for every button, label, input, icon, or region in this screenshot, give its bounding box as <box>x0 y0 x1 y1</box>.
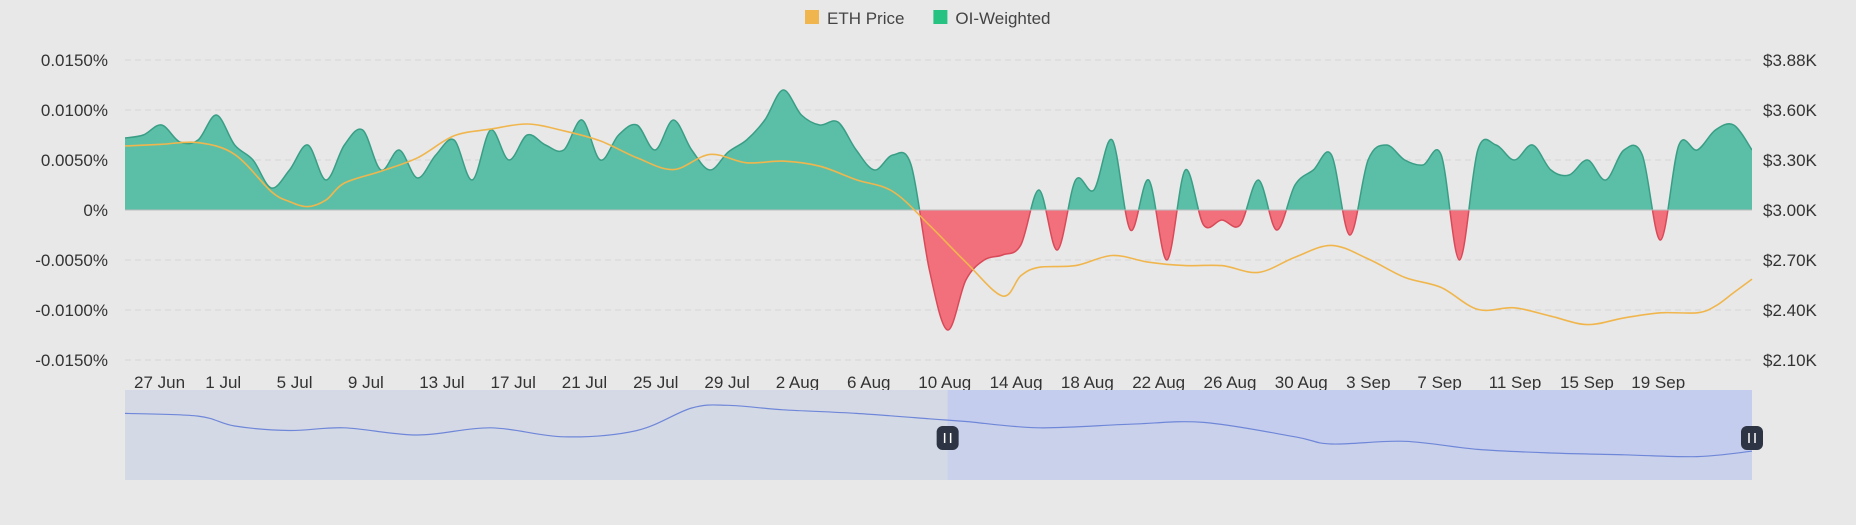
x-tick-label: 29 Jul <box>704 373 749 392</box>
x-tick-label: 6 Aug <box>847 373 891 392</box>
negative-area-line <box>918 210 1669 331</box>
range-navigator[interactable] <box>124 390 1763 480</box>
navigator-selected-range[interactable] <box>947 390 1752 480</box>
x-tick-label: 19 Sep <box>1631 373 1685 392</box>
oi-weighted-area <box>125 89 1752 331</box>
x-tick-label: 10 Aug <box>918 373 971 392</box>
y-right-tick-label: $2.10K <box>1763 351 1818 370</box>
y-right-tick-label: $3.88K <box>1763 51 1818 70</box>
y-left-tick-label: 0.0150% <box>41 51 108 70</box>
x-tick-label: 14 Aug <box>990 373 1043 392</box>
y-left-tick-label: -0.0150% <box>35 351 108 370</box>
x-axis: 27 Jun 1 Jul 5 Jul 9 Jul 13 Jul 17 Jul 21 Jul 2… <box>134 373 1685 392</box>
handle-body[interactable] <box>1741 426 1763 450</box>
y-left-tick-label: -0.0100% <box>35 301 108 320</box>
eth-price-line <box>124 123 1753 326</box>
y-left-tick-label: -0.0050% <box>35 251 108 270</box>
x-tick-label: 13 Jul <box>419 373 464 392</box>
y-right-tick-label: $2.70K <box>1763 251 1818 270</box>
x-tick-label: 15 Sep <box>1560 373 1614 392</box>
y-right-tick-label: $3.60K <box>1763 101 1818 120</box>
navigator-line <box>124 404 1753 458</box>
x-tick-label: 5 Jul <box>277 373 313 392</box>
x-tick-label: 21 Jul <box>562 373 607 392</box>
positive-area-fill <box>125 89 1752 210</box>
y-left-tick-label: 0.0100% <box>41 101 108 120</box>
positive-area-line <box>125 89 1752 210</box>
x-tick-label: 25 Jul <box>633 373 678 392</box>
handle-body[interactable] <box>936 426 959 450</box>
x-tick-label: 2 Aug <box>776 373 820 392</box>
x-tick-label: 27 Jun <box>134 373 185 392</box>
x-tick-label: 30 Aug <box>1275 373 1328 392</box>
x-tick-label: 22 Aug <box>1132 373 1185 392</box>
legend[interactable]: ETH Price OI-Weighted <box>805 9 1051 28</box>
x-tick-label: 17 Jul <box>491 373 536 392</box>
navigator-handle-right[interactable] <box>1741 426 1763 450</box>
x-tick-label: 7 Sep <box>1417 373 1461 392</box>
legend-label-1[interactable]: OI-Weighted <box>955 9 1050 28</box>
y-right-tick-label: $3.00K <box>1763 201 1818 220</box>
y-left-tick-label: 0% <box>83 201 108 220</box>
y-right-tick-label: $3.30K <box>1763 151 1818 170</box>
legend-swatch-0[interactable] <box>805 10 819 24</box>
negative-area-fill <box>125 210 1752 331</box>
navigator-handle-left[interactable] <box>936 426 959 450</box>
y-axis-right: $3.88K $3.60K $3.30K $3.00K $2.70K $2.40K $2.1… <box>1763 51 1818 370</box>
legend-label-0[interactable]: ETH Price <box>827 9 904 28</box>
x-tick-label: 18 Aug <box>1061 373 1114 392</box>
x-tick-label: 1 Jul <box>205 373 241 392</box>
y-axis-left: 0.0150% 0.0100% 0.0050% 0% -0.0050% -0.0100% -… <box>35 51 108 370</box>
x-tick-label: 26 Aug <box>1204 373 1257 392</box>
x-tick-label: 9 Jul <box>348 373 384 392</box>
x-tick-label: 3 Sep <box>1346 373 1390 392</box>
y-right-tick-label: $2.40K <box>1763 301 1818 320</box>
x-tick-label: 11 Sep <box>1489 373 1542 392</box>
eth-price-path <box>124 123 1753 326</box>
y-left-tick-label: 0.0050% <box>41 151 108 170</box>
legend-swatch-1[interactable] <box>933 10 948 24</box>
